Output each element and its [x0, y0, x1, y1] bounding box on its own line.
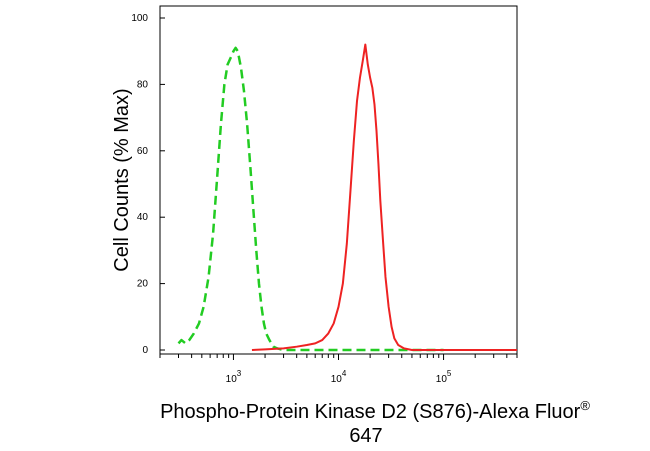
x-tick-label: 104 [331, 369, 347, 385]
x-axis-title: Phospho-Protein Kinase D2 (S876)-Alexa F… [160, 398, 590, 423]
y-axis-title: Cell Counts (% Max) [111, 88, 133, 271]
y-axis: 0 20 40 60 80 100 [131, 13, 165, 356]
series-curve-1 [177, 46, 444, 352]
y-tick-label: 60 [137, 146, 149, 157]
series-curve-2 [251, 43, 517, 351]
y-tick-label: 0 [142, 345, 148, 356]
y-tick-label: 100 [131, 13, 148, 24]
x-axis-title-line2: 647 [349, 425, 382, 447]
x-tick-label: 103 [226, 369, 242, 385]
x-axis-title-superscript: ® [580, 398, 590, 413]
series-layer [177, 43, 517, 352]
y-tick-label: 80 [137, 79, 149, 90]
x-axis-title-text: Phospho-Protein Kinase D2 (S876)-Alexa F… [160, 401, 581, 423]
y-tick-label: 20 [137, 279, 149, 290]
x-axis: 103 104 105 [159, 354, 518, 385]
x-tick-label: 105 [436, 369, 452, 385]
y-tick-label: 40 [137, 212, 149, 223]
